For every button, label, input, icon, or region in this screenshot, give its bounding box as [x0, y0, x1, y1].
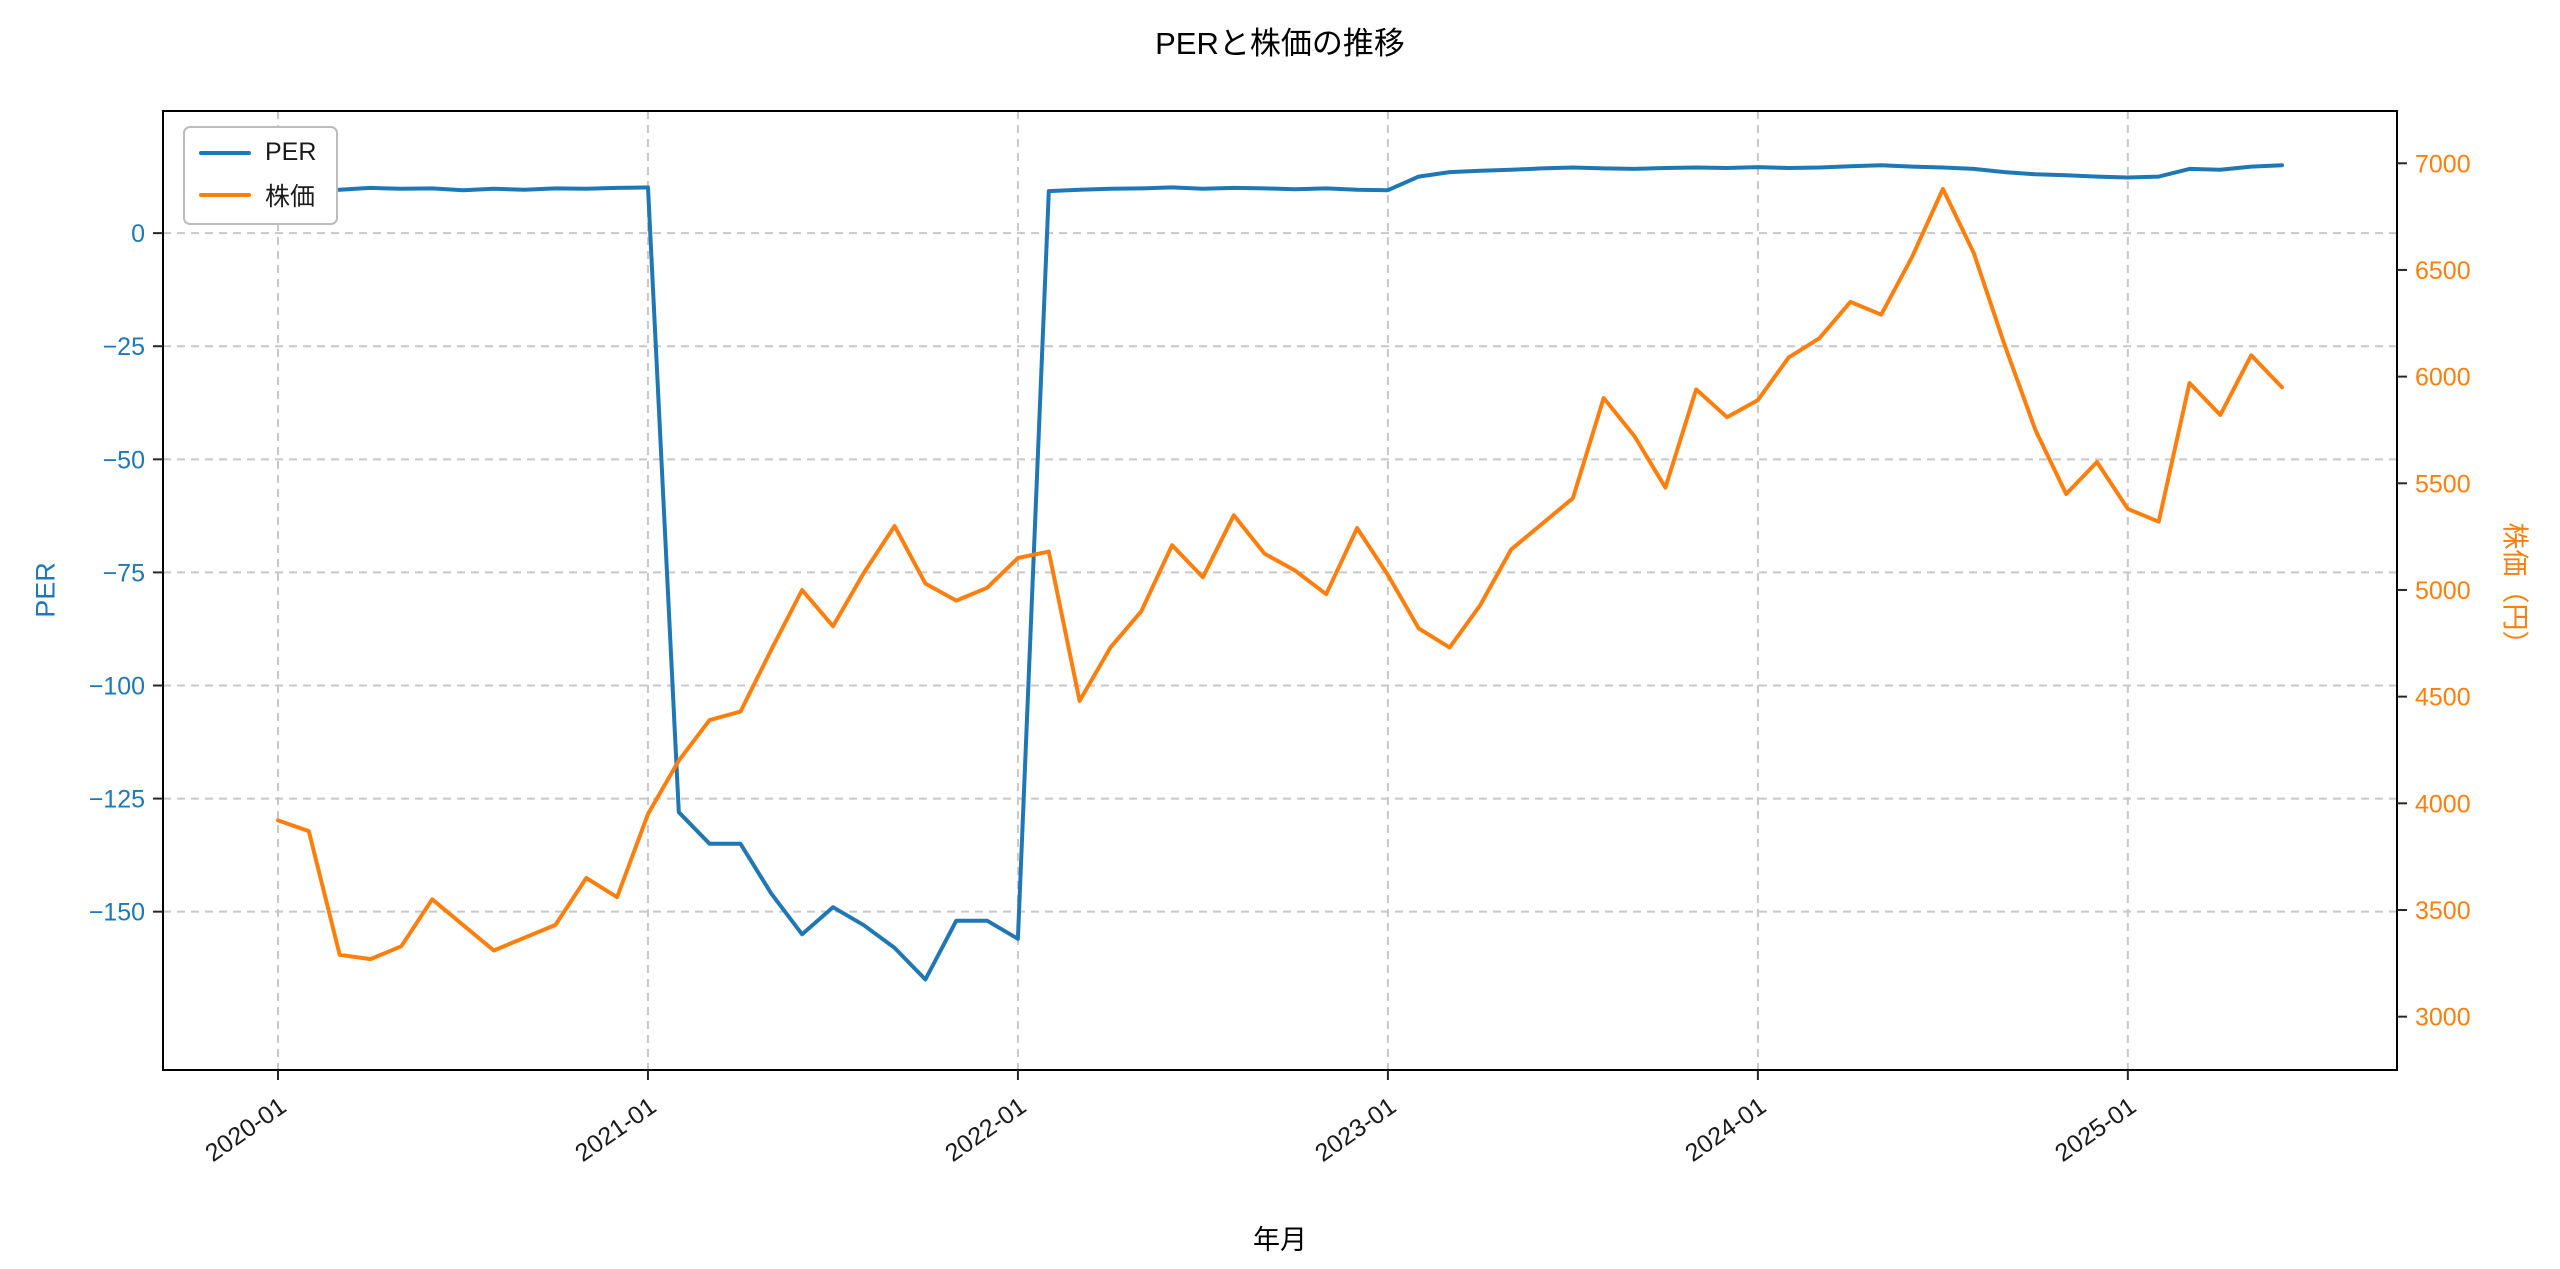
per-line: [276, 163, 2284, 982]
left-tick-label: −25: [103, 333, 145, 361]
legend-label-stock-price: 株価: [265, 183, 316, 211]
right-tick-label: 4000: [2415, 790, 2471, 818]
legend-item-per: PER: [199, 138, 316, 167]
legend: PER 株価: [183, 126, 339, 225]
right-tick-label: 3500: [2415, 897, 2471, 925]
x-tick-label: 2024-01: [1680, 1092, 1771, 1168]
right-axis-label: 株価（円）: [2499, 522, 2530, 658]
right-tick-label: 6000: [2415, 364, 2471, 392]
right-tick-label: 6500: [2415, 257, 2471, 285]
x-tick-label: 2025-01: [2050, 1092, 2141, 1168]
right-tick-label: 5000: [2415, 577, 2471, 605]
chart-title: PERと株価の推移: [1155, 26, 1405, 61]
legend-label-per: PER: [265, 138, 317, 166]
left-tick-label: 0: [131, 220, 145, 248]
legend-item-stock-price: 株価: [199, 177, 316, 213]
left-tick-label: −125: [89, 786, 145, 814]
stock-price-line: [276, 186, 2284, 962]
left-tick-label: −100: [89, 672, 145, 700]
left-tick-label: −50: [103, 446, 145, 474]
left-axis-label: PER: [30, 562, 61, 618]
right-tick-label: 3000: [2415, 1004, 2471, 1032]
x-axis-label: 年月: [1253, 1225, 1307, 1255]
x-tick-label: 2021-01: [570, 1092, 661, 1168]
x-tick-label: 2022-01: [940, 1092, 1031, 1168]
left-tick-label: −150: [89, 899, 145, 927]
per-line-sample: [199, 150, 251, 155]
right-tick-label: 5500: [2415, 470, 2471, 498]
left-tick-label: −75: [103, 559, 145, 587]
x-tick-label: 2023-01: [1310, 1092, 1401, 1168]
right-tick-label: 4500: [2415, 684, 2471, 712]
right-tick-label: 7000: [2415, 150, 2471, 178]
stock-price-line-sample: [199, 193, 251, 197]
plot-border: [162, 110, 2398, 1071]
x-tick-label: 2020-01: [200, 1092, 291, 1168]
